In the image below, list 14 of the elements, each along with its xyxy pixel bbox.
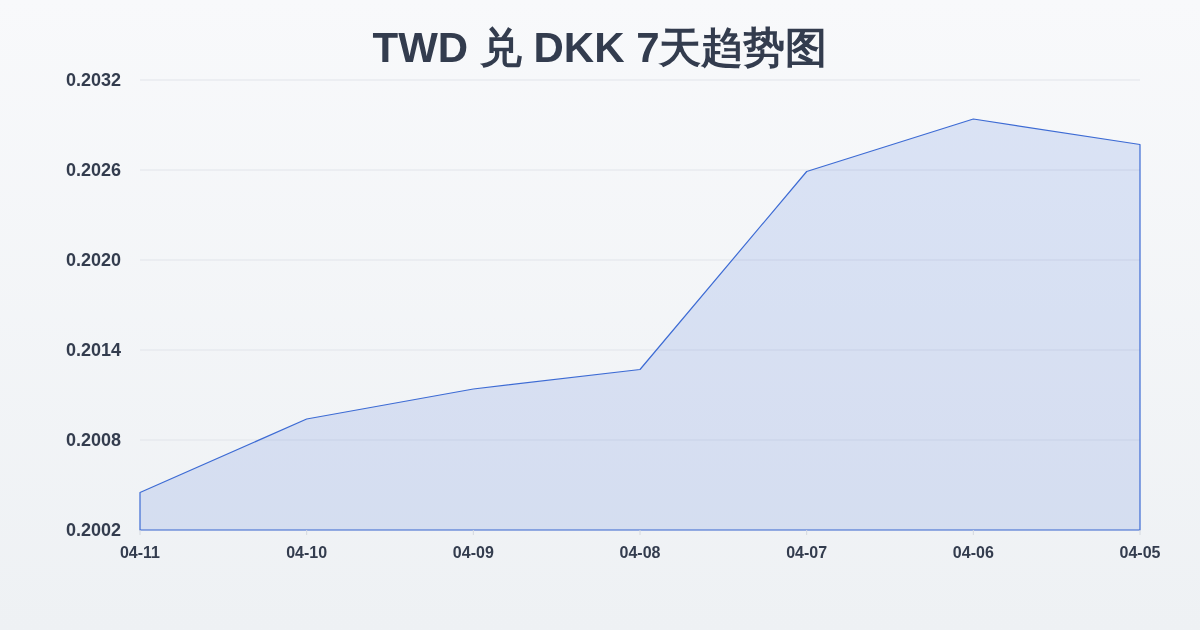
y-tick-label: 0.2008 bbox=[65, 430, 121, 450]
y-tick-label: 0.2020 bbox=[65, 250, 121, 270]
x-tick-label: 04-06 bbox=[952, 544, 994, 561]
x-tick-label: 04-09 bbox=[452, 544, 494, 561]
x-tick-label: 04-07 bbox=[786, 544, 828, 561]
x-tick-label: 04-05 bbox=[1119, 544, 1161, 561]
x-tick-label: 04-11 bbox=[120, 544, 160, 561]
title: TWD 兑 DKK 7天趋势图 bbox=[372, 24, 828, 71]
x-tick-label: 04-08 bbox=[619, 544, 661, 561]
y-tick-label: 0.2014 bbox=[65, 340, 121, 360]
y-tick-label: 0.2032 bbox=[65, 70, 121, 90]
y-tick-label: 0.2026 bbox=[65, 160, 121, 180]
x-tick-label: 04-10 bbox=[286, 544, 328, 561]
y-tick-label: 0.2002 bbox=[65, 520, 121, 540]
